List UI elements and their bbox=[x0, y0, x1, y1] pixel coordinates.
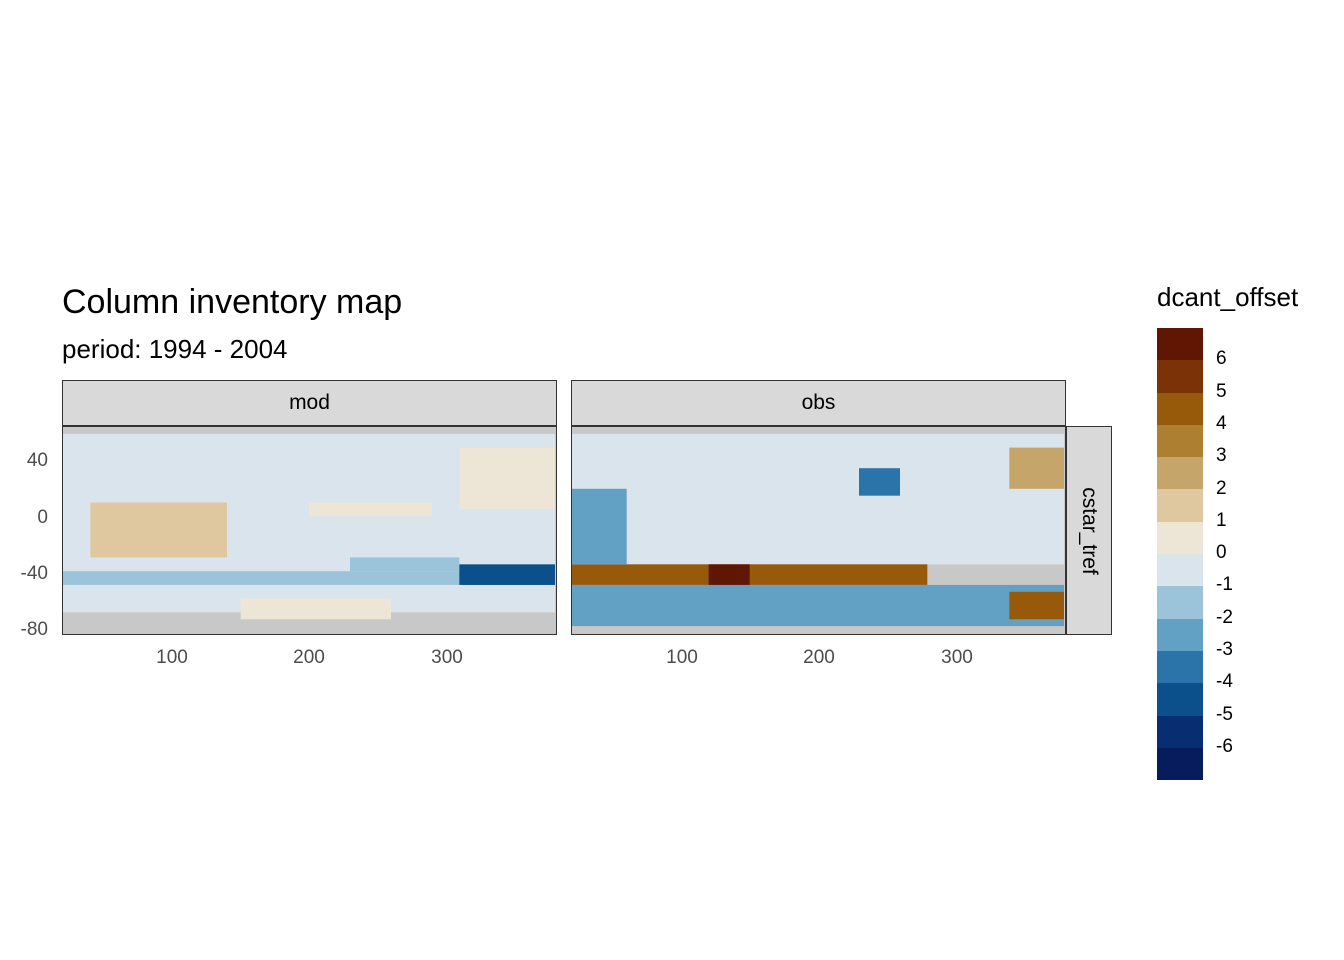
facet-strip-mod: mod bbox=[62, 380, 557, 426]
legend-colorbar bbox=[1157, 328, 1203, 781]
legend-swatch bbox=[1157, 683, 1203, 716]
heatmap-cell bbox=[459, 564, 555, 585]
legend-title: dcant_offset bbox=[1157, 282, 1299, 312]
x-tick-label: 300 bbox=[941, 647, 973, 668]
legend-swatch bbox=[1157, 586, 1203, 619]
y-tick-label: 40 bbox=[26, 450, 48, 471]
heatmap-cell bbox=[63, 571, 555, 585]
heatmap-cell bbox=[1009, 591, 1064, 620]
legend-label: 5 bbox=[1216, 380, 1227, 402]
panel-mod bbox=[62, 426, 557, 635]
heatmap-cell bbox=[240, 598, 391, 620]
legend-label: 1 bbox=[1216, 509, 1227, 531]
heatmap-cell bbox=[572, 488, 627, 565]
y-tick-label: -80 bbox=[20, 619, 48, 640]
heatmap-cell bbox=[859, 468, 900, 496]
heatmap-cell bbox=[572, 564, 928, 585]
chart-subtitle: period: 1994 - 2004 bbox=[62, 334, 288, 364]
heatmap-cell bbox=[90, 502, 227, 558]
facet-strip-row-label: cstar_tref bbox=[1078, 486, 1101, 575]
facet-strip-row: cstar_tref bbox=[1066, 426, 1112, 635]
heatmap-cell bbox=[1009, 447, 1064, 489]
legend-label: 0 bbox=[1216, 542, 1227, 564]
legend-label: -2 bbox=[1216, 606, 1233, 628]
legend-swatch bbox=[1157, 328, 1203, 361]
heatmap-cell bbox=[459, 447, 555, 510]
legend-swatch bbox=[1157, 392, 1203, 425]
heatmap-cell bbox=[708, 564, 750, 585]
chart-title: Column inventory map bbox=[62, 283, 403, 321]
facet-strip-obs: obs bbox=[571, 380, 1066, 426]
legend-label: -4 bbox=[1216, 671, 1233, 693]
x-tick-label: 300 bbox=[431, 647, 463, 668]
legend-label: -1 bbox=[1216, 574, 1233, 596]
panel-obs bbox=[571, 426, 1066, 635]
heatmap-obs bbox=[572, 433, 1064, 627]
legend-label: 4 bbox=[1216, 412, 1227, 434]
legend-swatch bbox=[1157, 554, 1203, 587]
x-tick-label: 100 bbox=[666, 647, 698, 668]
legend-label: 6 bbox=[1216, 348, 1227, 370]
heatmap-mod bbox=[63, 433, 555, 620]
legend-label: -5 bbox=[1216, 703, 1233, 725]
legend-label: -6 bbox=[1216, 735, 1233, 757]
x-tick-label: 200 bbox=[293, 647, 325, 668]
y-tick-label: 0 bbox=[37, 507, 48, 528]
legend-label: 3 bbox=[1216, 445, 1227, 467]
legend-swatch bbox=[1157, 360, 1203, 393]
legend-label: -3 bbox=[1216, 639, 1233, 660]
y-tick-label: -40 bbox=[20, 563, 48, 584]
heatmap-cell bbox=[572, 433, 1064, 565]
legend-swatch bbox=[1157, 618, 1203, 651]
x-tick-label: 100 bbox=[156, 647, 188, 668]
x-tick-label: 200 bbox=[803, 647, 835, 668]
legend-swatch bbox=[1157, 747, 1203, 781]
heatmap-cell bbox=[350, 557, 460, 572]
legend-label: 2 bbox=[1216, 477, 1227, 499]
legend-swatch bbox=[1157, 715, 1203, 748]
legend-swatch bbox=[1157, 489, 1203, 522]
legend-swatch bbox=[1157, 424, 1203, 458]
legend-swatch bbox=[1157, 650, 1203, 684]
heatmap-cell bbox=[309, 502, 432, 517]
heatmap-cell bbox=[572, 584, 1064, 627]
legend-swatch bbox=[1157, 457, 1203, 490]
legend-swatch bbox=[1157, 521, 1203, 555]
